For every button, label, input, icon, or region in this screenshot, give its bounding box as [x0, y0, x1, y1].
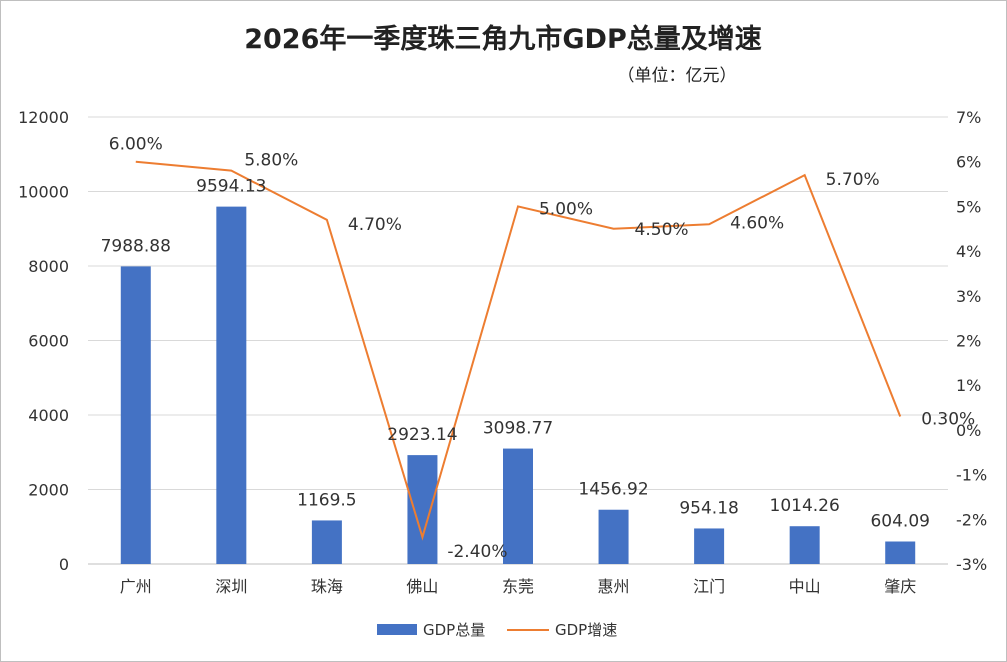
legend-swatch-gdp: [377, 624, 417, 635]
category-label: 珠海: [311, 577, 343, 596]
right-axis-tick-label: 7%: [956, 108, 981, 127]
gdp-bar-label: 954.18: [679, 498, 738, 518]
right-axis-tick-label: -2%: [956, 510, 987, 529]
right-axis: -3% -2% -1% 0% 1% 2% 3% 4% 5% 6% 7%: [956, 108, 987, 574]
gdp-bar-label: 1169.5: [297, 490, 356, 510]
left-axis-tick-label: 6000: [28, 332, 69, 351]
legend-label-growth: GDP增速: [555, 621, 617, 639]
chart-title: 2026年一季度珠三角九市GDP总量及增速: [244, 23, 762, 55]
chart-subtitle: （单位：亿元）: [618, 66, 737, 86]
gdp-bar: [598, 509, 629, 564]
gdp-bar-label: 1456.92: [578, 480, 648, 500]
gdp-bar-label: 7988.88: [101, 236, 171, 256]
legend: GDP总量 GDP增速: [377, 621, 617, 639]
right-axis-tick-label: 0%: [956, 421, 981, 440]
growth-point-label: 6.00%: [109, 135, 163, 155]
left-axis-tick-label: 4000: [28, 406, 69, 425]
gdp-bar: [885, 541, 916, 564]
category-label: 江门: [693, 577, 725, 596]
growth-point-label: 5.80%: [244, 151, 298, 171]
gdp-bar-label: 2923.14: [387, 425, 457, 445]
right-axis-tick-label: 1%: [956, 376, 981, 395]
left-axis-tick-label: 8000: [28, 257, 69, 276]
category-label: 中山: [789, 577, 821, 596]
growth-point-label: 0.30%: [921, 409, 975, 429]
growth-point-label: -2.40%: [447, 542, 507, 562]
category-label: 深圳: [215, 577, 247, 596]
gdp-bar: [216, 206, 247, 564]
category-label: 东莞: [502, 577, 534, 596]
right-axis-tick-label: 6%: [956, 153, 981, 172]
right-axis-tick-label: -1%: [956, 466, 987, 485]
growth-point-label: 5.00%: [539, 199, 593, 219]
left-axis-tick-label: 0: [59, 555, 69, 574]
right-axis-tick-label: 5%: [956, 197, 981, 216]
legend-label-gdp: GDP总量: [423, 621, 485, 639]
left-axis-tick-label: 2000: [28, 481, 69, 500]
line-series: [135, 160, 902, 541]
gdp-bar: [120, 266, 151, 564]
gdp-bar: [311, 520, 342, 564]
category-label: 广州: [120, 577, 152, 596]
growth-point-label: 4.50%: [635, 220, 689, 240]
x-axis: 广州 深圳 珠海 佛山 东莞 惠州 江门 中山 肇庆: [88, 563, 948, 596]
gdp-bar: [694, 528, 725, 564]
left-axis: 0 2000 4000 6000 8000 10000 12000: [18, 108, 69, 574]
right-axis-tick-label: 2%: [956, 332, 981, 351]
growth-line: [135, 160, 902, 541]
left-axis-tick-label: 10000: [18, 183, 69, 202]
gdp-bar-label: 3098.77: [483, 419, 553, 439]
line-data-labels: 6.00% 5.80% 4.70% -2.40% 5.00% 4.50% 4.60% 5.70…: [109, 135, 975, 562]
category-label: 惠州: [598, 577, 630, 596]
bar-data-labels: 7988.88 9594.13 1169.5 2923.14 3098.77 1456.9…: [101, 177, 930, 532]
gdp-bar-label: 9594.13: [196, 177, 266, 197]
bar-series: [120, 206, 916, 564]
right-axis-tick-label: 4%: [956, 242, 981, 261]
growth-point-label: 4.70%: [348, 215, 402, 235]
category-label: 佛山: [406, 577, 438, 596]
category-label: 肇庆: [884, 577, 916, 596]
gdp-bar-label: 604.09: [870, 511, 929, 531]
left-axis-tick-label: 12000: [18, 108, 69, 127]
right-axis-tick-label: -3%: [956, 555, 987, 574]
gdp-bar-label: 1014.26: [770, 496, 840, 516]
gdp-bar: [789, 526, 820, 564]
growth-point-label: 4.60%: [730, 213, 784, 233]
gdp-bar: [407, 455, 438, 564]
gdp-bar: [503, 448, 533, 564]
right-axis-tick-label: 3%: [956, 287, 981, 306]
growth-point-label: 5.70%: [826, 170, 880, 190]
